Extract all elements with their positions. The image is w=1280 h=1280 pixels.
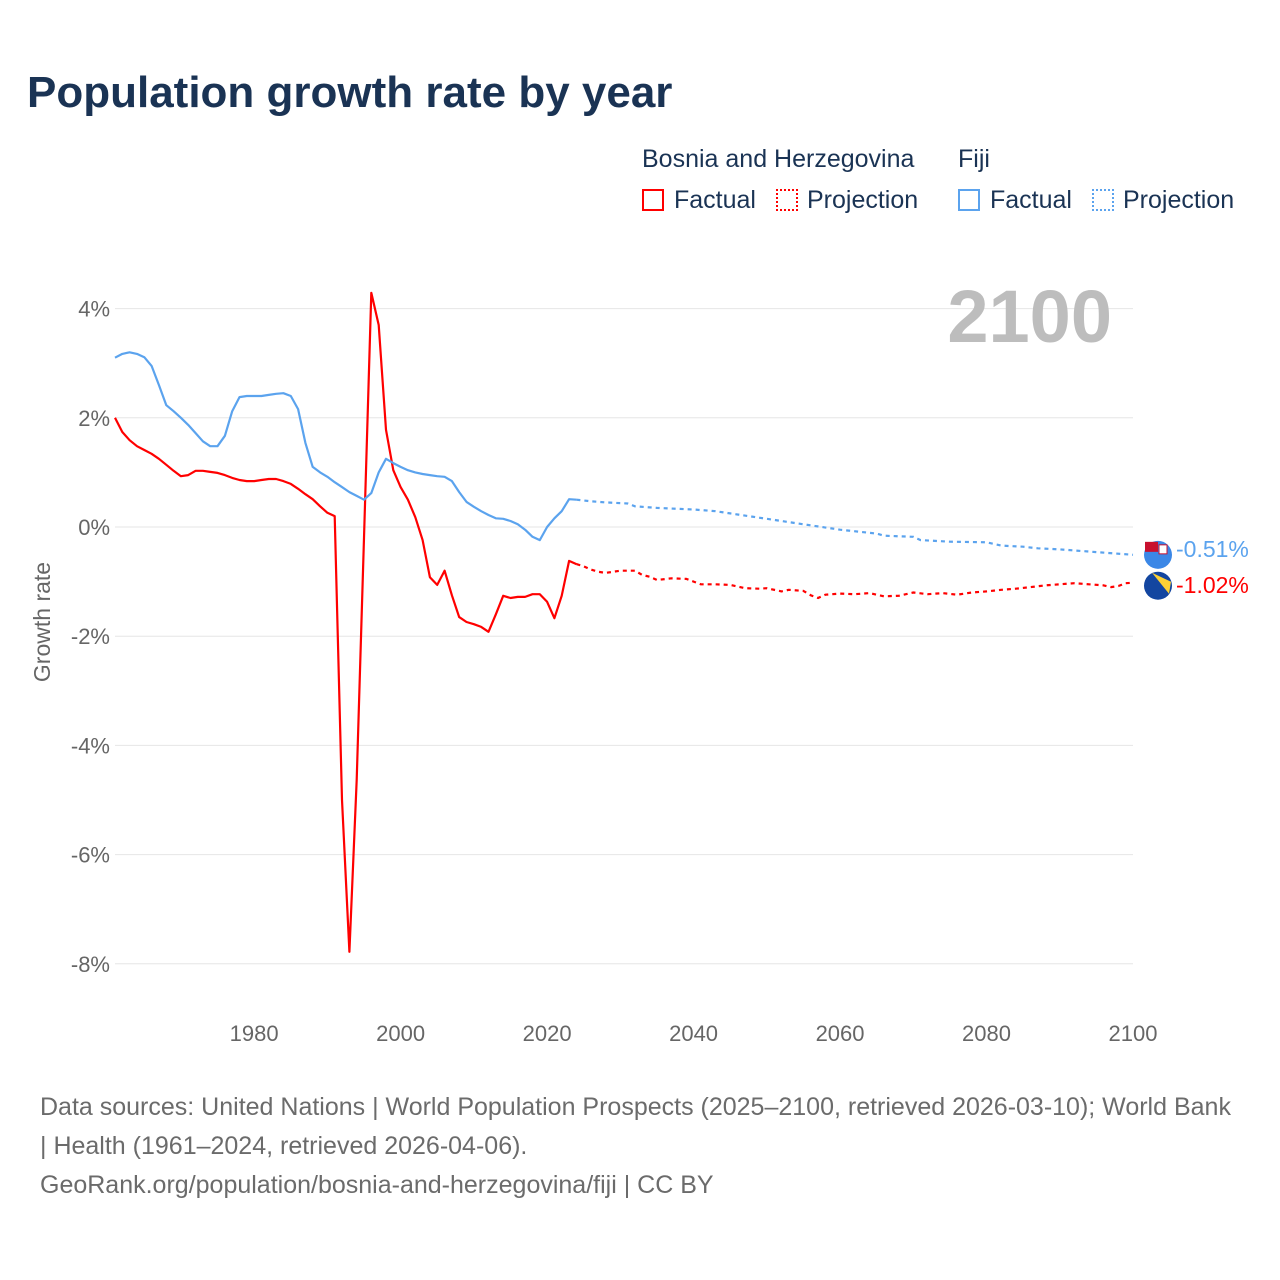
x-tick-label: 2040 — [669, 1021, 718, 1046]
bosnia-flag-triangle — [1152, 572, 1171, 594]
source-url[interactable]: GeoRank.org/population/bosnia-and-herzeg… — [40, 1171, 714, 1199]
x-tick-label: 2020 — [523, 1021, 572, 1046]
bosnia-projection-line — [576, 563, 1134, 600]
y-tick-label: -4% — [71, 733, 110, 758]
x-tick-label: 1980 — [230, 1021, 279, 1046]
page-title: Population growth rate by year — [27, 68, 673, 117]
legend-swatch-bosnia-projection — [776, 189, 798, 211]
y-tick-label: 4% — [78, 297, 110, 322]
fiji-projection-line — [576, 498, 1134, 556]
fiji-end-label: -0.51% — [1176, 536, 1249, 562]
bosnia-factual-line — [114, 291, 577, 953]
line-chart: 4% 2% 0% -2% -4% -6% -8% 1980 2000 2020 2040 2060 20… — [29, 275, 1249, 1046]
source-note: Data sources: United Nations | World Pop… — [40, 1088, 1240, 1205]
x-tick-label: 2080 — [962, 1021, 1011, 1046]
source-line: Data sources: United Nations | World Pop… — [40, 1093, 1231, 1160]
x-tick-label: 2000 — [376, 1021, 425, 1046]
legend-swatch-fiji-factual — [958, 189, 980, 211]
y-tick-label: 0% — [78, 515, 110, 540]
legend-group-fiji: Fiji — [958, 145, 990, 173]
y-tick-label: -2% — [71, 624, 110, 649]
y-tick-label: -8% — [71, 952, 110, 977]
x-tick-label: 2060 — [816, 1021, 865, 1046]
y-tick-label: 2% — [78, 406, 110, 431]
legend-swatch-bosnia-factual — [642, 189, 664, 211]
legend-group-bosnia: Bosnia and Herzegovina — [642, 145, 915, 173]
fiji-flag-canton — [1145, 541, 1158, 552]
fiji-factual-line — [114, 351, 577, 542]
bosnia-flag-icon — [1144, 571, 1172, 600]
y-axis-label: Growth rate — [29, 562, 55, 682]
legend-fiji-factual[interactable]: Factual — [990, 186, 1072, 214]
bosnia-end-label: -1.02% — [1176, 572, 1249, 598]
legend-bosnia-projection[interactable]: Projection — [807, 186, 919, 214]
legend-fiji-projection[interactable]: Projection — [1123, 186, 1235, 214]
year-watermark: 2100 — [947, 275, 1112, 358]
fiji-flag-shield — [1158, 544, 1168, 555]
x-tick-label: 2100 — [1109, 1021, 1158, 1046]
legend-bosnia-factual[interactable]: Factual — [674, 186, 756, 214]
legend-swatch-fiji-projection — [1092, 189, 1114, 211]
y-tick-label: -6% — [71, 843, 110, 868]
